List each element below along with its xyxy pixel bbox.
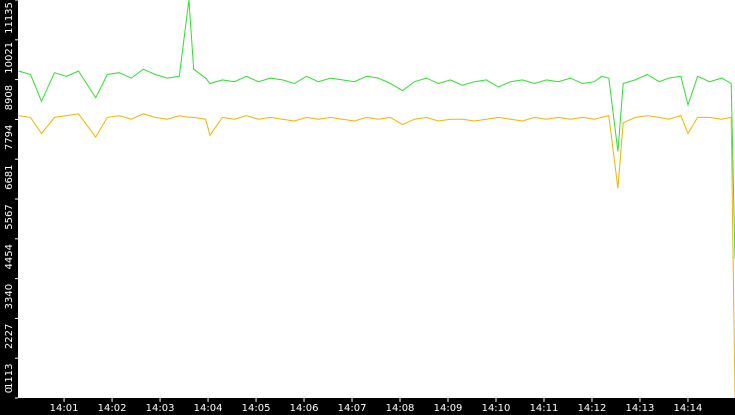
- y-tick-label: 5567: [4, 204, 15, 229]
- y-tick-label: 3340: [4, 284, 15, 309]
- plot-area: [18, 0, 735, 398]
- x-tick-label: 14:01: [50, 403, 79, 414]
- y-tick-label: 0: [4, 387, 15, 393]
- x-tick-label: 14:13: [626, 403, 655, 414]
- x-tick-label: 14:11: [530, 403, 559, 414]
- x-tick-label: 14:07: [338, 403, 367, 414]
- y-tick-label: 8908: [4, 85, 15, 110]
- y-tick-label: 10021: [4, 42, 15, 74]
- x-tick-label: 14:14: [674, 403, 703, 414]
- x-tick-label: 14:12: [578, 403, 607, 414]
- y-tick-label: 11135: [4, 2, 15, 34]
- y-tick-label: 4454: [4, 244, 15, 269]
- y-tick-label: 1113: [4, 363, 15, 388]
- x-tick-label: 14:06: [290, 403, 319, 414]
- x-tick-label: 14:08: [386, 403, 415, 414]
- x-tick-label: 14:03: [146, 403, 175, 414]
- y-tick-label: 2227: [4, 324, 15, 349]
- y-tick-label: 7794: [4, 125, 15, 150]
- y-tick-label: 6681: [4, 164, 15, 189]
- series-line: [18, 0, 735, 259]
- series-line: [18, 113, 735, 399]
- x-tick-label: 14:02: [98, 403, 127, 414]
- x-tick-label: 14:05: [242, 403, 271, 414]
- x-tick-label: 14:10: [482, 403, 511, 414]
- x-tick-label: 14:09: [434, 403, 463, 414]
- x-tick-label: 14:04: [194, 403, 223, 414]
